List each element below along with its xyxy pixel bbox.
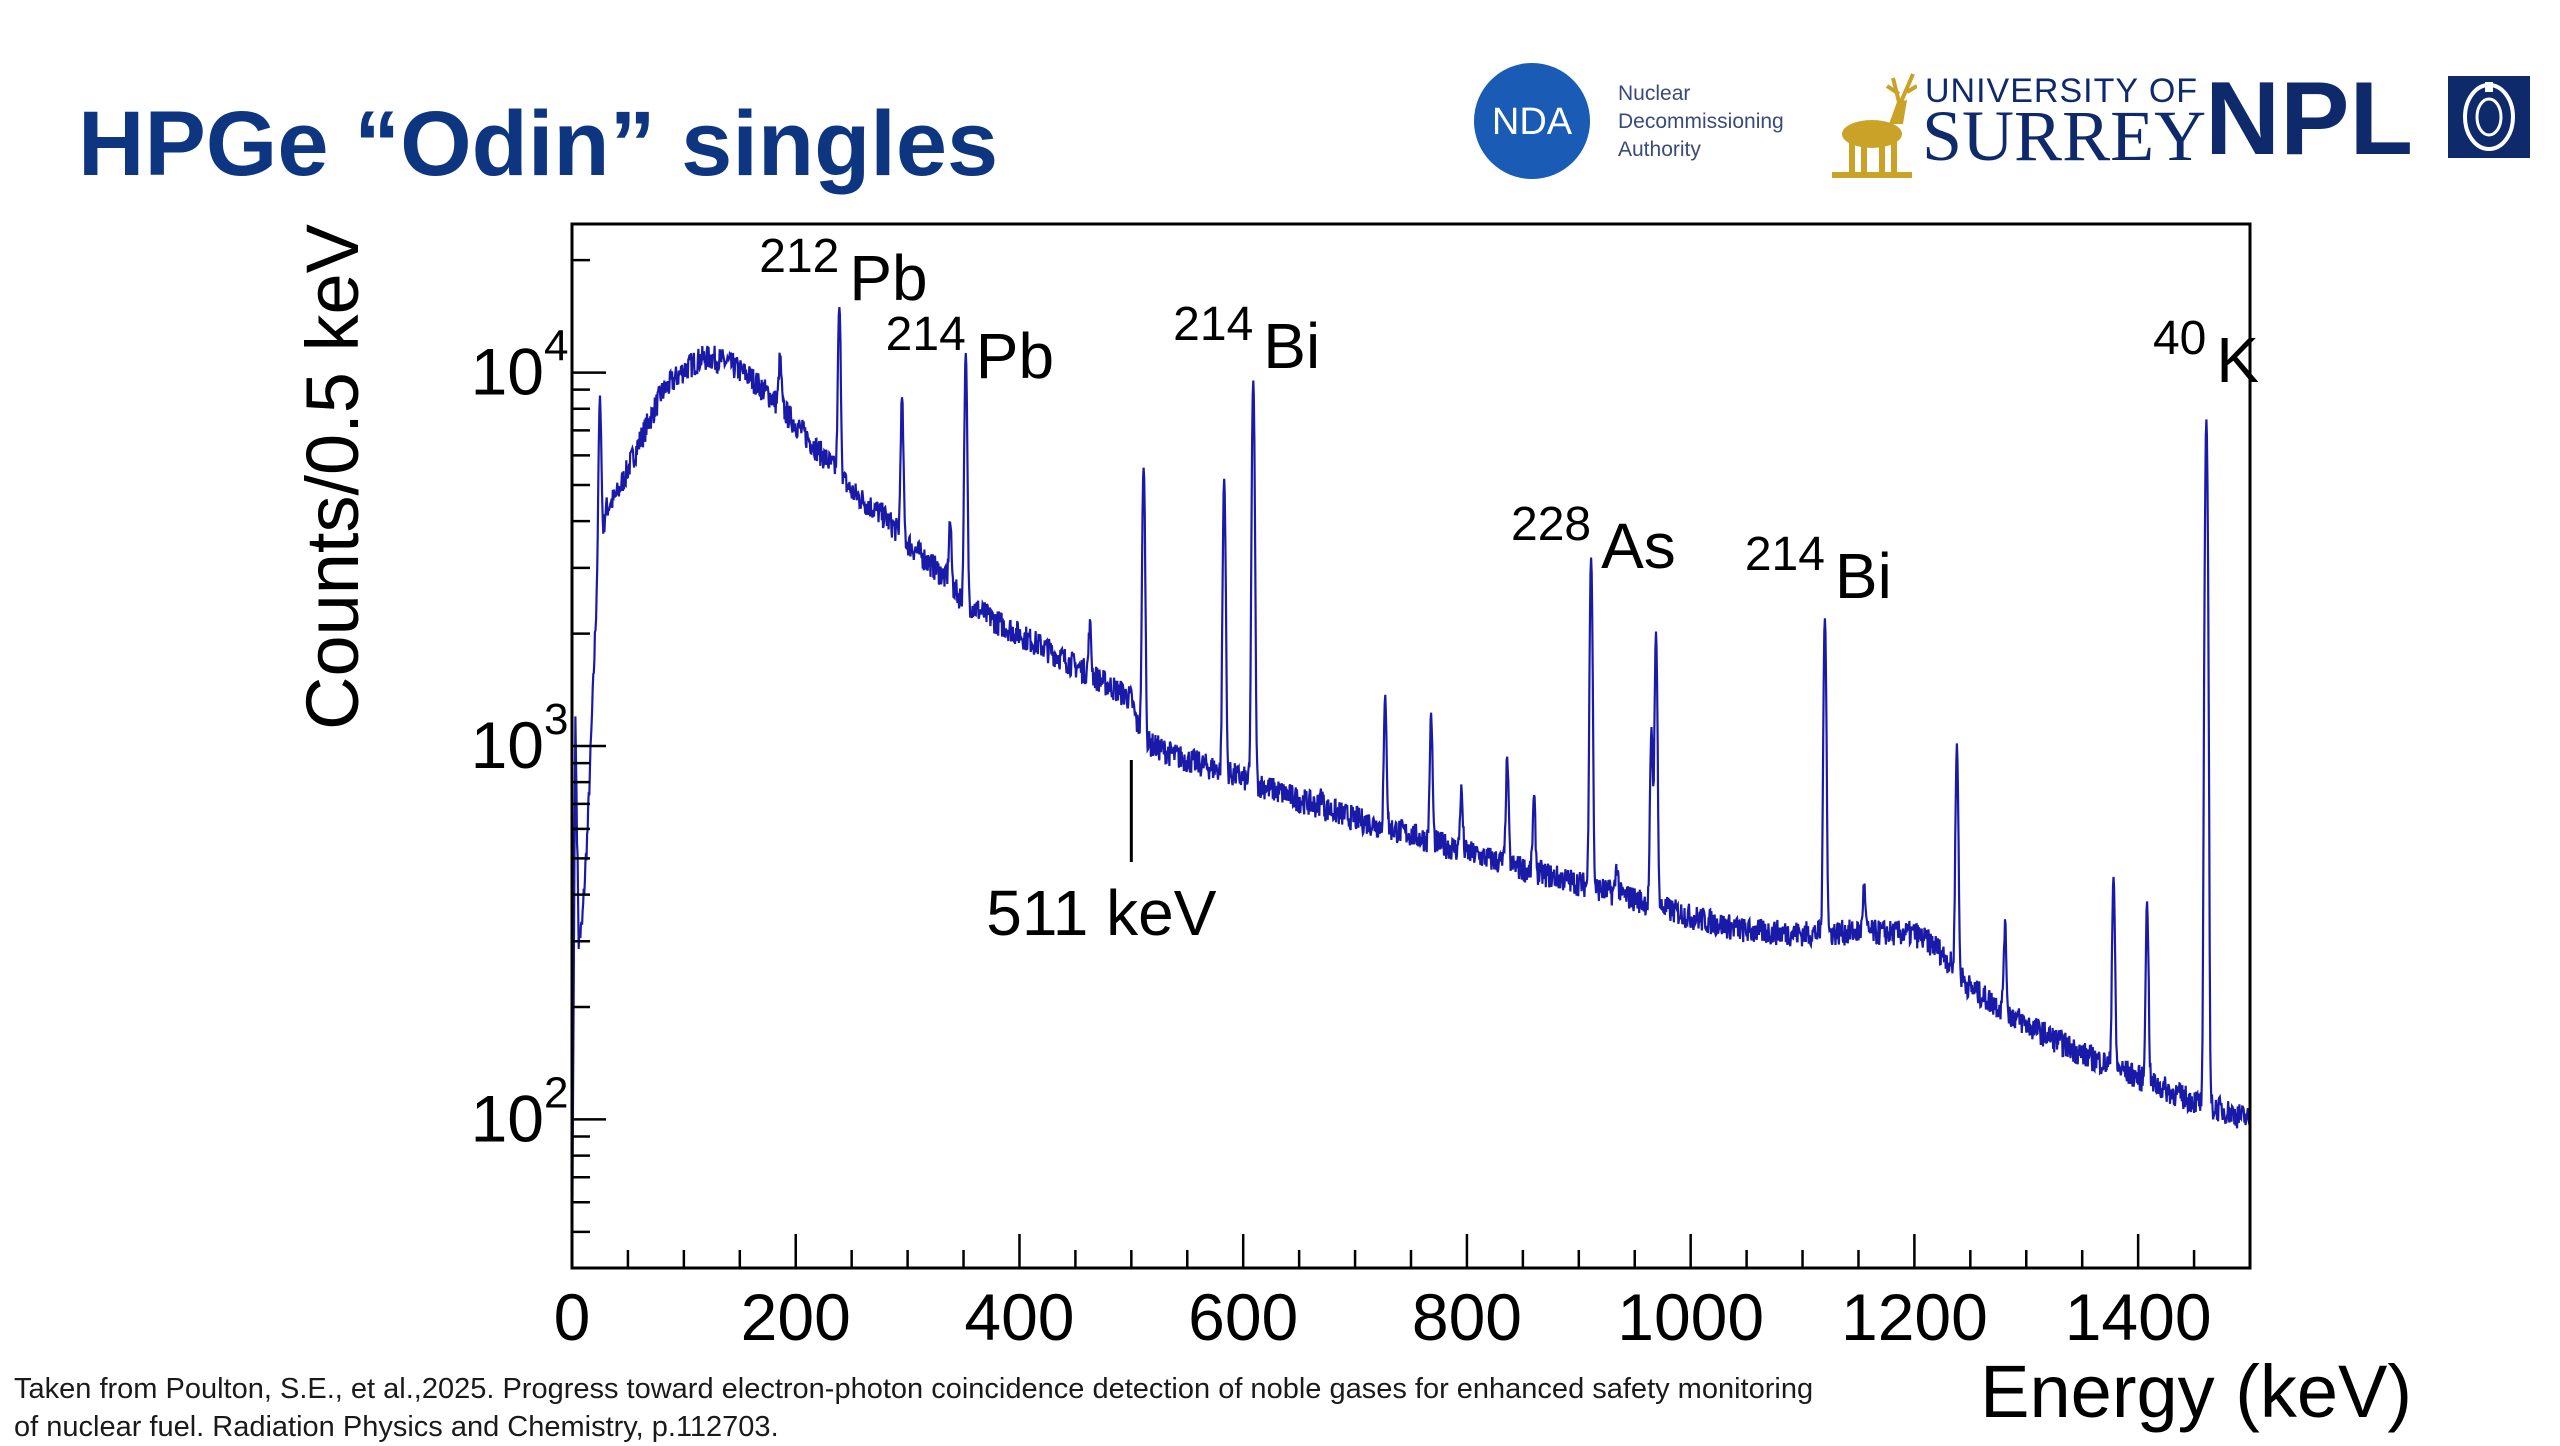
x-tick-label: 400 xyxy=(964,1280,1074,1354)
slide-title: HPGe “Odin” singles xyxy=(78,93,999,195)
spectrum-layer xyxy=(570,307,2252,1269)
nda-line-2: Decommissioning xyxy=(1618,110,1784,133)
x-axis-label: Energy (keV) xyxy=(1980,1350,2412,1433)
x-tick-label: 1000 xyxy=(1617,1280,1764,1354)
peak-label-element: Bi xyxy=(1263,310,1320,382)
surrey-stag-icon xyxy=(1832,73,1917,178)
surrey-logo-top: UNIVERSITY OF xyxy=(1925,72,2199,110)
y-tick-exponent: 4 xyxy=(544,322,568,371)
peak-label-mass: 212 xyxy=(759,230,839,283)
nda-logo-text: Nuclear Decommissioning Authority xyxy=(1618,80,1784,164)
x-tick-label: 200 xyxy=(741,1280,851,1354)
peak-label-element: As xyxy=(1601,510,1676,582)
peak-label-mass: 214 xyxy=(1173,298,1253,351)
citation-text: Taken from Poulton, S.E., et al.,2025. P… xyxy=(14,1373,1814,1443)
npl-crest-icon xyxy=(2448,76,2530,158)
npl-logo-text: NPL xyxy=(2205,61,2413,177)
peak-label-mass: 214 xyxy=(886,308,966,361)
peak-label-mass: 228 xyxy=(1511,498,1591,551)
peak-label-mass: 214 xyxy=(1745,528,1825,581)
spectrum-series-line xyxy=(570,307,2252,1269)
peak-label-element: Pb xyxy=(976,320,1054,392)
peak-label-element: Bi xyxy=(1835,540,1892,612)
x-tick-label: 600 xyxy=(1188,1280,1298,1354)
nda-logo-mark: NDA xyxy=(1492,101,1573,143)
y-axis-label: Counts/0.5 keV xyxy=(291,223,374,730)
axis-ticks xyxy=(570,258,2252,1270)
logo-strip: NDA Nuclear Decommissioning Authority UN… xyxy=(1470,58,2530,188)
surrey-logo-main: SURREY xyxy=(1922,96,2207,176)
x-tick-label: 1400 xyxy=(2065,1280,2212,1354)
nda-logo: NDA xyxy=(1474,63,1590,179)
x-tick-label: 0 xyxy=(554,1280,591,1354)
x-tick-label: 1200 xyxy=(1841,1280,1988,1354)
peak-label-mass: 40 xyxy=(2153,312,2206,365)
nda-logo-circle xyxy=(1474,63,1590,179)
annihilation-marker-label: 511 keV xyxy=(986,877,1216,949)
y-tick-exponent: 3 xyxy=(544,695,568,744)
plot-frame xyxy=(570,222,2252,1270)
x-tick-label: 800 xyxy=(1412,1280,1522,1354)
y-tick-label: 10 xyxy=(471,1081,544,1155)
y-tick-label: 10 xyxy=(471,708,544,782)
y-tick-label: 10 xyxy=(471,335,544,409)
nda-line-1: Nuclear xyxy=(1618,82,1691,105)
peak-label-element: Pb xyxy=(849,242,927,314)
nda-line-3: Authority xyxy=(1618,138,1701,161)
peak-label-element: K xyxy=(2216,324,2259,396)
y-tick-exponent: 2 xyxy=(544,1068,568,1117)
